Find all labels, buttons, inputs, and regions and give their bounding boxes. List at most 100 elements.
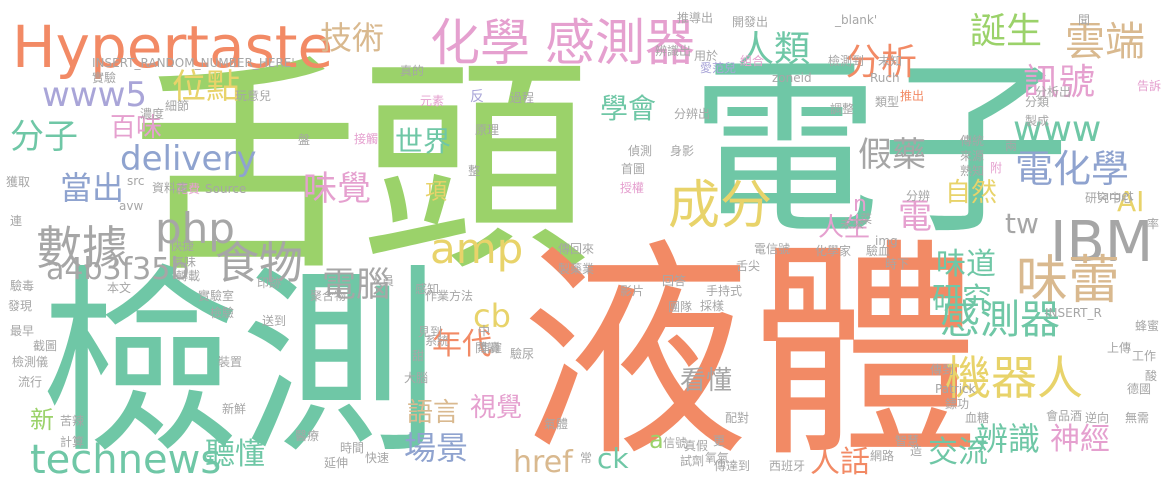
cloud-word: 本文 — [107, 281, 132, 295]
cloud-word: 百味 — [110, 113, 163, 143]
cloud-word: 驗毒 — [10, 279, 35, 293]
cloud-word: 西班牙 — [769, 459, 806, 473]
cloud-word: 化學家 — [815, 244, 852, 258]
cloud-word: 檢驗 — [210, 306, 235, 320]
cloud-word: Hypertaste — [12, 13, 334, 81]
cloud-word: 世界 — [395, 125, 452, 158]
cloud-word: 感知 — [415, 282, 440, 296]
cloud-word: www — [1013, 109, 1102, 150]
cloud-word: 兩 — [1005, 139, 1018, 153]
cloud-word: 大腦 — [404, 371, 429, 385]
cloud-word: 延伸 — [324, 456, 349, 470]
cloud-word: 見到 — [418, 325, 443, 339]
cloud-word: 中 — [478, 324, 491, 338]
cloud-word: 研究 — [932, 282, 992, 317]
cloud-word: 製成 — [1025, 114, 1050, 128]
cloud-word: target — [1097, 189, 1134, 203]
cloud-word: php — [155, 204, 235, 253]
cloud-word: 項 — [425, 180, 448, 205]
cloud-word: 手持式 — [706, 284, 743, 298]
cloud-word: 血糖 — [965, 411, 990, 425]
cloud-word: 假藥 — [858, 135, 926, 175]
cloud-word: Ruch — [870, 71, 900, 85]
cloud-word: 年代 — [432, 327, 492, 362]
cloud-word: cb — [473, 297, 511, 335]
cloud-word: 身影 — [670, 144, 695, 158]
cloud-word: a — [649, 426, 664, 454]
cloud-word: 未來 — [840, 217, 865, 231]
cloud-word: 檢測儀 — [12, 355, 49, 369]
cloud-word: Patrick — [935, 382, 976, 396]
cloud-word: 電化學 — [1015, 147, 1130, 191]
cloud-word: 鏢功 — [945, 397, 970, 411]
cloud-word: 快速 — [365, 451, 390, 465]
cloud-word: 整 — [468, 164, 481, 178]
cloud-word: 反 — [470, 89, 484, 105]
cloud-word: 調整 — [830, 102, 855, 116]
cloud-word: 逆向 — [1085, 411, 1110, 425]
cloud-word: 分類 — [1025, 95, 1050, 109]
cloud-word: 技術 — [320, 19, 385, 57]
cloud-word: 印跡 — [257, 276, 282, 290]
cloud-word: 更 — [713, 434, 726, 448]
cloud-word: 未知 — [878, 54, 903, 68]
cloud-word: 工作 — [1132, 349, 1157, 363]
cloud-word: 氣味 — [172, 255, 197, 269]
cloud-word: a4b3f35b — [46, 252, 190, 287]
cloud-word: 電 — [898, 197, 932, 237]
cloud-word: 愛范兒 — [700, 61, 737, 75]
cloud-word: 方法 — [449, 289, 474, 303]
cloud-word: 截圖 — [33, 339, 58, 353]
cloud-word: 人類 — [738, 29, 811, 70]
cloud-word: 分析出 — [1035, 85, 1072, 99]
cloud-word: 辨識 — [976, 420, 1041, 458]
cloud-word: 接觸 — [354, 132, 379, 146]
cloud-word: 授權 — [620, 181, 645, 195]
cloud-word: 常 — [580, 451, 593, 465]
cloud-word: 德國 — [1127, 382, 1152, 396]
cloud-word: 看懂 — [680, 366, 733, 396]
cloud-word: 花費 — [176, 182, 201, 196]
cloud-word: 時下 — [885, 257, 910, 271]
cloud-word: 氣體 — [544, 417, 569, 431]
cloud-word: 附 — [990, 161, 1003, 175]
cloud-word: 電信號 — [754, 242, 791, 256]
cloud-word: 位點 — [172, 67, 240, 107]
cloud-word: 類型 — [875, 95, 900, 109]
cloud-word: 裝置 — [218, 355, 243, 369]
cloud-word: 檢測 — [40, 248, 441, 481]
cloud-word: 傳回來 — [558, 242, 595, 256]
cloud-word: 快捷 — [170, 239, 195, 253]
cloud-word: AI — [1117, 185, 1145, 218]
cloud-word: 準確 — [478, 341, 503, 355]
cloud-word: href — [513, 445, 573, 480]
cloud-word: 人話 — [810, 445, 870, 480]
cloud-word: 影片 — [620, 284, 645, 298]
cloud-word: 原理 — [475, 123, 500, 137]
cloud-word: 味蕾 — [1016, 251, 1121, 311]
cloud-word: _blank' — [835, 13, 878, 27]
cloud-word: 分辨 — [906, 189, 931, 203]
cloud-word: 傳到 — [930, 363, 955, 377]
cloud-word: 採樣 — [700, 299, 725, 313]
cloud-word: 獲取 — [6, 175, 31, 189]
cloud-word: 真的 — [400, 64, 425, 78]
cloud-word: INSERT_RANDOM_NUMBER_HERE' — [92, 56, 295, 70]
cloud-word: 人員 — [370, 274, 395, 288]
cloud-word: 開發出 — [732, 15, 769, 29]
cloud-word: 電子 — [690, 39, 1071, 260]
cloud-word: 感測器 — [545, 14, 695, 72]
cloud-word: 濃度 — [140, 107, 165, 121]
cloud-word: 液體 — [520, 221, 981, 482]
cloud-word: 誕生 — [970, 11, 1043, 52]
cloud-word: 食物 — [215, 238, 303, 289]
cloud-word: 作業 — [425, 289, 450, 303]
cloud-word: 推出 — [900, 89, 925, 103]
cloud-word: 元素 — [420, 94, 445, 108]
cloud-word: 感測器 — [940, 297, 1060, 343]
cloud-word: 系統 — [425, 334, 450, 348]
cloud-word: 辨識出 — [655, 44, 692, 58]
cloud-word: 網路 — [870, 449, 895, 463]
cloud-word: 聽懂 — [205, 437, 265, 472]
